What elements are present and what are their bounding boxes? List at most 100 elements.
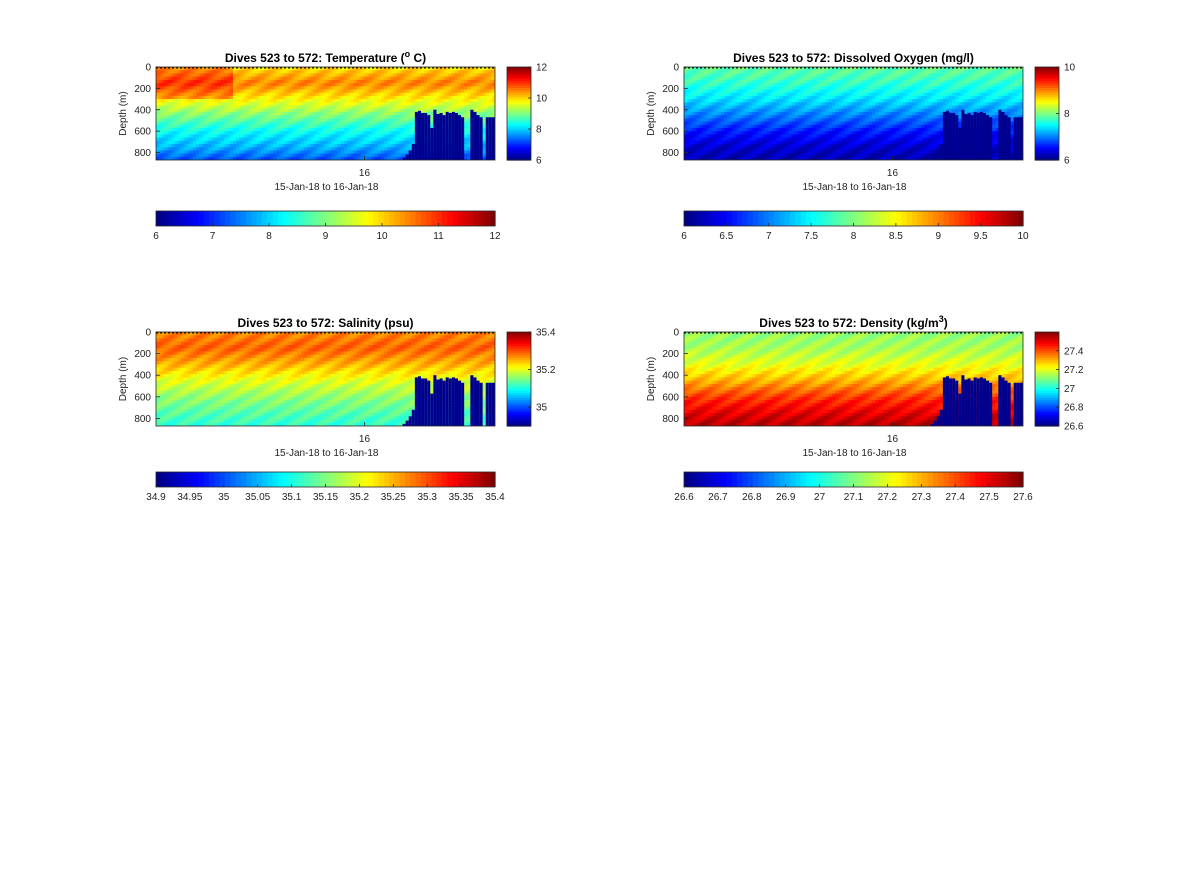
heatmap-cell	[779, 124, 784, 129]
heatmap-cell	[488, 115, 493, 119]
heatmap-cell	[844, 121, 848, 126]
heatmap-cell	[841, 102, 845, 107]
heatmap-cell	[294, 92, 299, 97]
heatmap-cell	[174, 70, 179, 75]
heatmap-cell	[377, 147, 382, 151]
heatmap-cell	[736, 118, 741, 123]
heatmap-cell	[408, 131, 413, 135]
heatmap-cell	[464, 124, 468, 129]
heatmap-cell	[727, 140, 731, 145]
heatmap-cell	[399, 147, 404, 151]
heatmap-cell	[779, 153, 784, 158]
heatmap-cell	[417, 105, 422, 110]
heatmap-cell	[408, 111, 413, 116]
heatmap-cell	[831, 95, 836, 100]
heatmap-cell	[421, 73, 425, 78]
heatmap-cell	[319, 118, 324, 123]
heatmap-cell	[196, 89, 200, 94]
heatmap-cell	[714, 150, 719, 155]
heatmap-cell	[730, 108, 734, 113]
heatmap-cell	[245, 102, 250, 107]
heatmap-cell	[702, 67, 707, 71]
heatmap-cell	[819, 105, 824, 110]
heatmap-cell	[761, 99, 765, 103]
heatmap-cell	[702, 99, 707, 103]
heatmap-cell	[199, 89, 203, 94]
heatmap-cell	[405, 118, 410, 123]
heatmap-cell	[708, 115, 713, 119]
heatmap-cell	[408, 73, 413, 78]
side-colorbar-segment	[507, 97, 531, 101]
heatmap-cell	[316, 105, 320, 110]
heatmap-cell	[180, 102, 185, 107]
heatmap-cell	[491, 115, 495, 119]
heatmap-cell	[307, 89, 311, 94]
heatmap-cell	[183, 105, 188, 110]
heatmap-cell	[825, 134, 830, 139]
heatmap-cell	[229, 102, 234, 107]
heatmap-cell	[745, 111, 750, 116]
heatmap-cell	[202, 118, 206, 123]
heatmap-cell	[156, 76, 160, 81]
heatmap-cell	[785, 134, 790, 139]
heatmap-cell	[396, 124, 401, 129]
heatmap-cell	[764, 118, 768, 123]
heatmap-cell	[273, 118, 277, 123]
heatmap-cell	[322, 108, 327, 113]
heatmap-cell	[291, 73, 296, 78]
heatmap-cell	[313, 111, 317, 116]
heatmap-cell	[779, 111, 784, 116]
heatmap-cell	[751, 134, 756, 139]
no-data-column	[436, 114, 441, 160]
heatmap-cell	[245, 108, 250, 113]
heatmap-cell	[313, 99, 317, 103]
heatmap-cell	[782, 67, 787, 71]
heatmap-cell	[337, 127, 342, 132]
heatmap-cell	[791, 95, 796, 100]
heatmap-cell	[807, 118, 811, 123]
heatmap-cell	[294, 86, 299, 91]
heatmap-cell	[214, 131, 219, 135]
heatmap-cell	[445, 70, 450, 75]
heatmap-cell	[288, 143, 293, 148]
heatmap-cell	[720, 150, 725, 155]
heatmap-cell	[214, 143, 219, 148]
heatmap-cell	[263, 76, 268, 81]
heatmap-cell	[168, 92, 173, 97]
heatmap-cell	[313, 147, 317, 151]
heatmap-cell	[353, 137, 357, 142]
heatmap-cell	[229, 86, 234, 91]
heatmap-cell	[294, 76, 299, 81]
heatmap-cell	[266, 83, 271, 87]
heatmap-cell	[485, 92, 490, 97]
heatmap-cell	[822, 147, 827, 151]
heatmap-cell	[482, 76, 487, 81]
heatmap-cell	[371, 153, 376, 158]
heatmap-cell	[727, 108, 731, 113]
bottom-colorbar-segment	[166, 211, 173, 226]
heatmap-cell	[442, 105, 447, 110]
heatmap-cell	[396, 127, 401, 132]
heatmap-cell	[177, 70, 182, 75]
heatmap-cell	[730, 134, 734, 139]
no-data-column	[405, 154, 410, 160]
heatmap-cell	[764, 70, 768, 75]
heatmap-cell	[402, 105, 407, 110]
heatmap-cell	[273, 102, 277, 107]
heatmap-cell	[214, 140, 219, 145]
heatmap-cell	[727, 76, 731, 81]
heatmap-cell	[196, 127, 200, 132]
heatmap-cell	[745, 124, 750, 129]
heatmap-cell	[245, 127, 250, 132]
heatmap-cell	[183, 102, 188, 107]
heatmap-cell	[764, 115, 768, 119]
heatmap-cell	[451, 73, 456, 78]
heatmap-cell	[202, 102, 206, 107]
heatmap-cell	[825, 150, 830, 155]
heatmap-cell	[684, 124, 688, 129]
heatmap-cell	[687, 102, 691, 107]
heatmap-cell	[205, 105, 209, 110]
heatmap-cell	[458, 67, 462, 71]
heatmap-cell	[347, 134, 351, 139]
heatmap-cell	[804, 150, 808, 155]
